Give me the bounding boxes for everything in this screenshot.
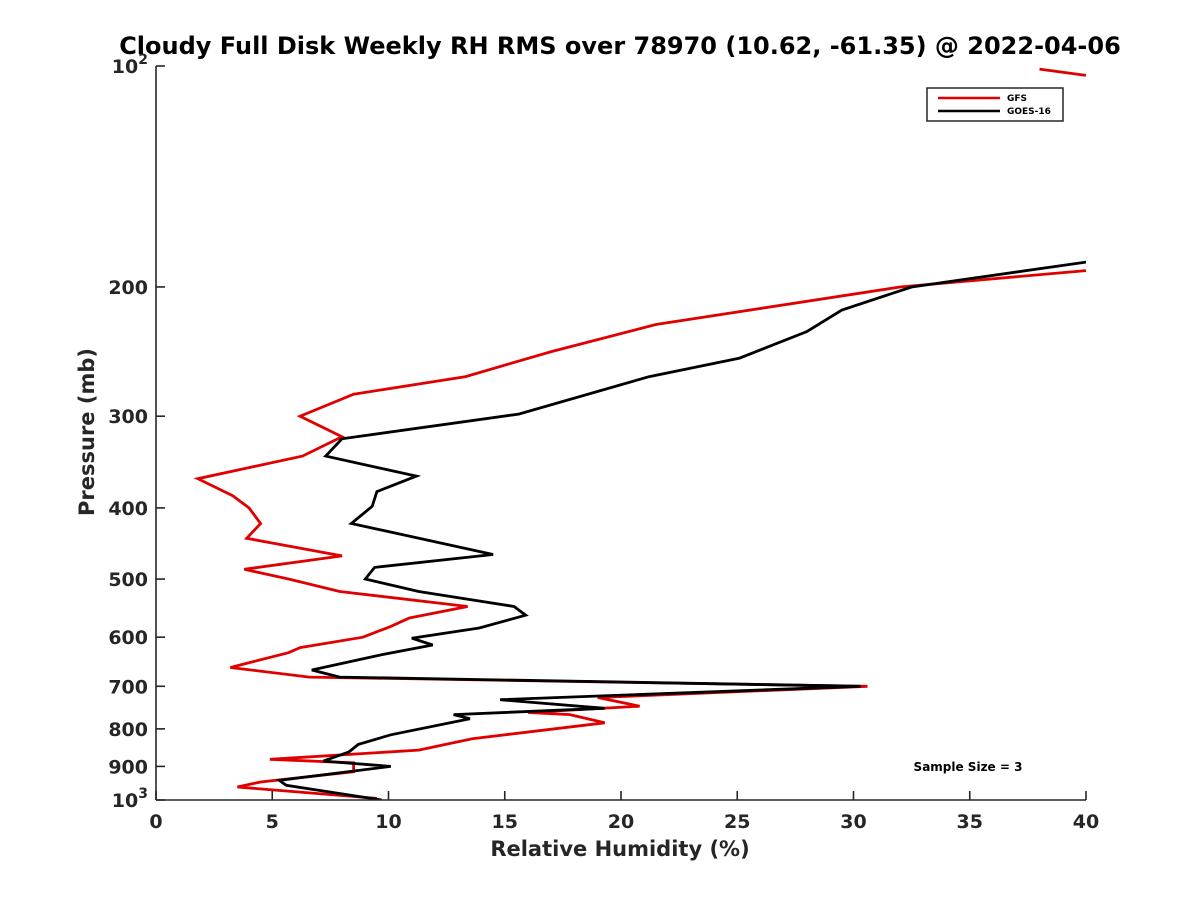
y-tick-label: 103 xyxy=(112,786,148,812)
y-tick-label: 600 xyxy=(108,627,148,649)
x-axis-label: Relative Humidity (%) xyxy=(490,837,749,861)
series-line-goes16 xyxy=(275,260,1086,800)
y-tick-label: 300 xyxy=(108,406,148,428)
x-tick-label: 30 xyxy=(840,811,866,833)
y-tick-label: 800 xyxy=(108,719,148,741)
y-tick-label: 700 xyxy=(108,676,148,698)
x-tick-label: 5 xyxy=(266,811,279,833)
x-tick-label: 15 xyxy=(492,811,518,833)
series-line-gfs xyxy=(193,269,1086,800)
y-tick-label: 900 xyxy=(108,756,148,778)
x-tick-label: 10 xyxy=(375,811,401,833)
legend-label-gfs: GFS xyxy=(1007,94,1027,104)
legend-label-goes16: GOES-16 xyxy=(1007,107,1051,117)
chart-title: Cloudy Full Disk Weekly RH RMS over 7897… xyxy=(119,32,1121,60)
plot-area: 0 5 10 15 20 25 30 35 40 102 200 300 400 500 600 700 800… xyxy=(108,52,1099,833)
y-tick-label: 400 xyxy=(108,498,148,520)
y-tick-label: 200 xyxy=(108,277,148,299)
series-line-gfs-top-fragment xyxy=(1039,67,1087,77)
legend-box xyxy=(926,87,1064,122)
x-tick-label: 20 xyxy=(608,811,634,833)
y-tick-label: 102 xyxy=(112,52,148,78)
x-tick-label: 35 xyxy=(957,811,983,833)
axes-layer: 0 5 10 15 20 25 30 35 40 102 200 300 400 500 600 700 800… xyxy=(108,52,1099,833)
y-tick-label: 500 xyxy=(108,569,148,591)
legend: GFS GOES-16 xyxy=(926,87,1064,122)
y-axis-label: Pressure (mb) xyxy=(75,348,99,516)
x-tick-label: 40 xyxy=(1073,811,1099,833)
x-tick-label: 25 xyxy=(724,811,750,833)
x-tick-label: 0 xyxy=(149,811,162,833)
series-layer xyxy=(193,260,1086,800)
sample-size-annotation: Sample Size = 3 xyxy=(914,760,1023,774)
